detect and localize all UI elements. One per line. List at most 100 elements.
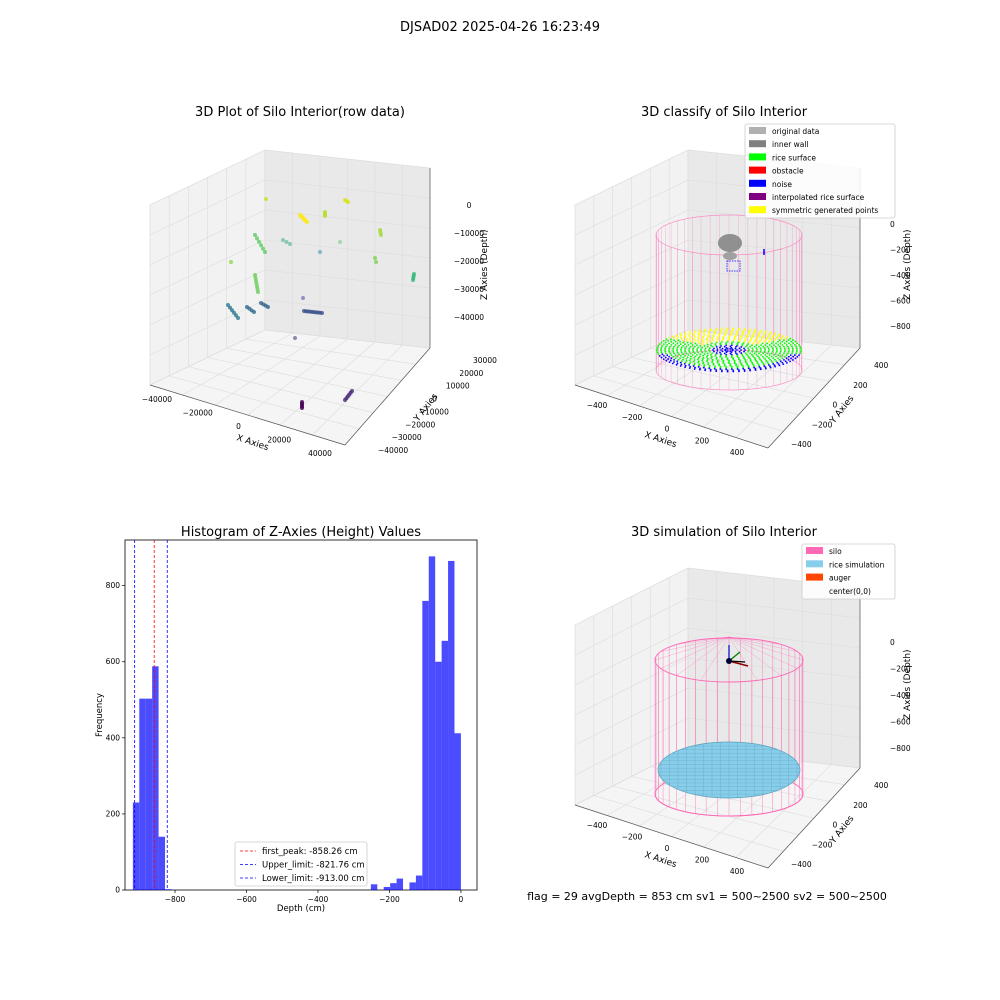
- classified-point: [665, 338, 668, 341]
- panel2-x-ticks: −400 −200 0 200 400: [587, 401, 745, 457]
- p1-xtick-0: −40000: [142, 395, 172, 404]
- classified-point: [714, 355, 717, 357]
- silo-roof-line: [728, 636, 804, 661]
- classified-point: [697, 337, 700, 340]
- classified-point: [669, 352, 671, 355]
- classified-point: [684, 333, 687, 336]
- classified-point: [754, 359, 757, 362]
- classified-point: [725, 346, 728, 349]
- classified-point: [764, 354, 767, 356]
- classified-point: [684, 331, 686, 334]
- classified-point: [715, 352, 718, 354]
- classified-point: [669, 338, 672, 341]
- classified-point: [673, 361, 675, 363]
- classified-point: [796, 349, 798, 351]
- classified-point: [760, 344, 762, 346]
- classified-point: [696, 354, 698, 356]
- classified-point: [754, 369, 757, 371]
- p4-ztick-2: −400: [890, 691, 911, 700]
- classified-point: [729, 350, 732, 353]
- classified-point: [782, 345, 785, 348]
- classified-point: [711, 336, 714, 339]
- classified-point: [669, 345, 671, 348]
- classified-point: [712, 334, 715, 337]
- panel2-title: 3D classify of Silo Interior: [641, 105, 808, 120]
- classified-point: [764, 339, 767, 342]
- classified-point: [753, 345, 756, 348]
- classified-point: [715, 353, 717, 356]
- classified-point: [735, 364, 738, 367]
- raw-point: [320, 311, 324, 315]
- classified-point: [771, 361, 774, 364]
- raw-point: [284, 240, 289, 244]
- classified-point: [656, 349, 658, 352]
- raw-point: [229, 260, 233, 264]
- classified-point: [715, 327, 718, 330]
- legend-label: rice simulation: [829, 560, 885, 569]
- classified-point: [670, 344, 673, 346]
- classified-point: [708, 349, 710, 351]
- classified-point: [734, 346, 737, 348]
- classified-point: [759, 368, 762, 371]
- classified-point: [694, 355, 697, 358]
- p2-xtick-2: 0: [665, 425, 670, 434]
- silo-roof-line: [660, 636, 730, 669]
- classified-point: [731, 349, 734, 352]
- classified-point: [755, 347, 758, 350]
- classified-point: [766, 352, 769, 355]
- classified-point: [773, 344, 775, 346]
- classified-point: [738, 347, 741, 350]
- classified-point: [697, 366, 700, 368]
- classified-point: [713, 330, 716, 333]
- classified-point: [680, 348, 682, 351]
- classified-point: [772, 362, 775, 365]
- classified-point: [676, 348, 678, 351]
- classified-point: [782, 363, 785, 366]
- p2-ztick-4: 0: [890, 220, 895, 229]
- classified-point: [692, 337, 695, 340]
- classified-point: [730, 351, 733, 354]
- classified-point: [716, 361, 719, 364]
- classified-point: [720, 327, 723, 330]
- classified-point: [767, 341, 770, 343]
- classified-point: [775, 337, 778, 340]
- p1-ytick-5: 10000: [446, 382, 470, 391]
- classified-point: [750, 337, 752, 340]
- classified-point: [773, 333, 776, 336]
- classified-point: [710, 344, 712, 347]
- classified-point: [758, 341, 761, 344]
- classified-point: [701, 346, 704, 349]
- classified-point: [753, 356, 756, 359]
- classified-point: [674, 357, 677, 360]
- classified-point: [692, 333, 695, 335]
- classified-point: [696, 348, 699, 351]
- p4-xtick-0: −400: [587, 821, 608, 830]
- classified-point: [661, 353, 664, 356]
- histogram-bar: [165, 889, 172, 890]
- classified-point: [729, 333, 732, 336]
- classified-point: [685, 340, 688, 343]
- classified-point: [688, 359, 691, 362]
- panel1-data-points: [226, 197, 416, 410]
- legend-label: inner wall: [772, 140, 809, 149]
- panel2-legend: original data inner wall rice surface obsta…: [744, 123, 896, 219]
- classified-point: [699, 344, 702, 347]
- p2-ytick-2: 0: [833, 401, 838, 410]
- classified-point: [701, 338, 704, 341]
- silo-roof-line: [728, 636, 798, 669]
- classified-point: [678, 353, 680, 356]
- classified-point: [680, 363, 683, 366]
- classified-point: [688, 334, 690, 336]
- classified-point: [755, 354, 758, 356]
- classified-point: [762, 352, 765, 355]
- classified-point: [698, 342, 701, 345]
- classified-point: [689, 352, 692, 355]
- legend-swatch: [749, 127, 766, 134]
- legend-swatch: [749, 206, 766, 214]
- panel4-silo-simulation: [654, 636, 804, 817]
- raw-point: [263, 250, 267, 254]
- classified-point: [783, 358, 785, 361]
- classified-point: [711, 345, 714, 348]
- histogram-bar: [390, 883, 397, 890]
- classified-point: [656, 346, 659, 349]
